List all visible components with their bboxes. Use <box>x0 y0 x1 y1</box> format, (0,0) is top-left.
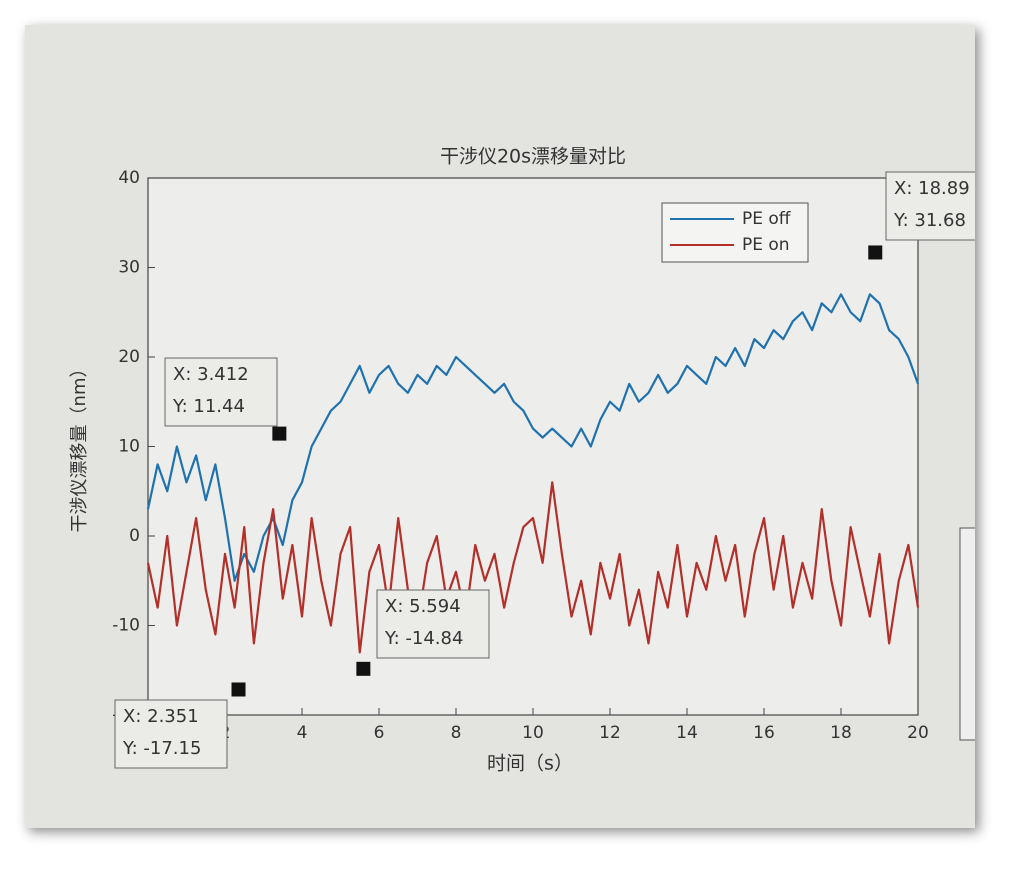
y-tick-label: 20 <box>118 347 140 367</box>
side-panel <box>959 527 975 741</box>
legend-box <box>661 202 809 263</box>
data-tip-x: X: 18.89 <box>894 178 970 199</box>
data-tip-box <box>885 171 975 241</box>
data-tip-x: X: 3.412 <box>173 364 249 385</box>
data-tip-box <box>114 699 228 769</box>
data-tip-y: Y: -14.84 <box>384 628 463 649</box>
data-tip-y: Y: 31.68 <box>893 210 966 231</box>
series-line <box>146 481 920 654</box>
x-tick-label: 10 <box>522 723 544 743</box>
x-tick-label: 20 <box>907 723 929 743</box>
data-tip-marker <box>231 682 246 697</box>
x-tick-label: 16 <box>753 723 775 743</box>
x-axis-label: 时间（s） <box>487 753 573 775</box>
x-tick-label: 8 <box>451 723 462 743</box>
data-tip-marker <box>356 661 371 676</box>
chart-title: 干涉仪20s漂移量对比 <box>440 146 626 168</box>
data-tip-marker <box>868 245 883 260</box>
y-tick-label: -10 <box>112 616 140 636</box>
legend-label: PE on <box>742 235 790 255</box>
series-line <box>146 293 920 582</box>
y-tick-label: 10 <box>118 437 140 457</box>
data-tip-y: Y: 11.44 <box>172 396 245 417</box>
x-tick-label: 18 <box>830 723 852 743</box>
x-tick-label: 14 <box>676 723 698 743</box>
legend-label: PE off <box>742 209 792 229</box>
plot-area <box>147 177 919 716</box>
x-tick-label: 12 <box>599 723 621 743</box>
x-tick-label: 6 <box>374 723 385 743</box>
data-tip-marker <box>272 426 287 441</box>
data-tip-x: X: 2.351 <box>123 706 199 727</box>
data-tip-box <box>164 357 278 427</box>
data-tip-y: Y: -17.15 <box>122 738 201 759</box>
y-tick-label: 30 <box>118 258 140 278</box>
data-tip-x: X: 5.594 <box>385 596 461 617</box>
y-tick-label: 40 <box>118 168 140 188</box>
x-tick-label: 4 <box>297 723 308 743</box>
data-tip-box <box>376 589 490 659</box>
y-tick-label: 0 <box>129 526 140 546</box>
y-axis-label: 干涉仪漂移量（nm） <box>69 360 90 533</box>
